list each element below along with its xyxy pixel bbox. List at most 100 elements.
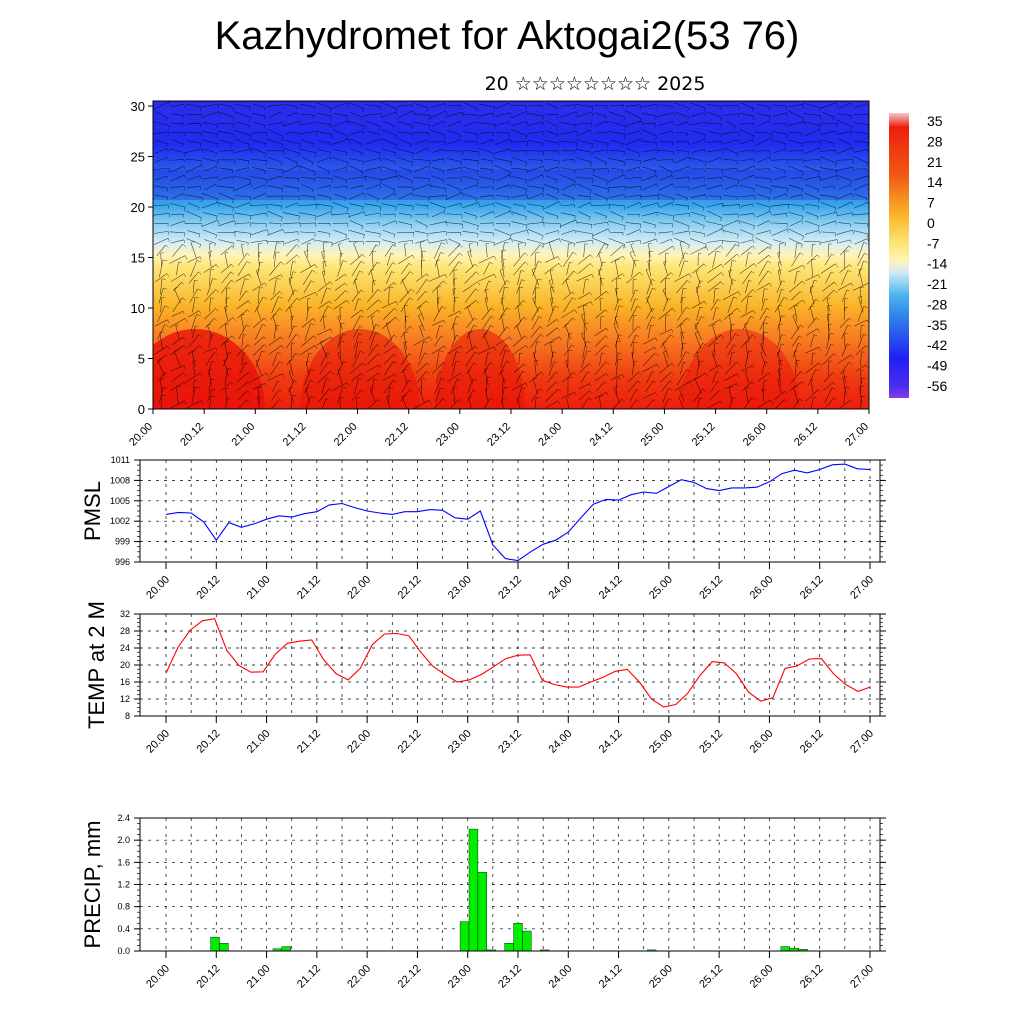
wind-barb	[836, 212, 853, 217]
wind-barb	[559, 111, 577, 118]
wind-barb-flag	[199, 244, 202, 249]
wind-barb-flag	[371, 315, 375, 317]
wind-barb	[453, 279, 455, 295]
wind-barb	[511, 157, 527, 163]
wind-barb-flag	[377, 289, 382, 293]
wind-barb	[563, 291, 573, 300]
wind-barb	[725, 333, 736, 349]
wind-barb	[674, 111, 689, 118]
precip-bar	[522, 930, 532, 952]
wind-barb	[304, 369, 311, 386]
wind-barb	[251, 147, 267, 154]
wind-barb-flag	[858, 295, 863, 298]
wind-barb-flag	[654, 224, 656, 229]
wind-barb	[838, 184, 851, 190]
wind-barb-flag	[550, 297, 554, 299]
wind-barb	[530, 388, 541, 403]
wind-barb-flag	[704, 107, 706, 112]
wind-barb	[755, 137, 772, 146]
wind-barb	[545, 211, 559, 217]
wind-barb	[285, 244, 297, 257]
wind-barb-flag	[717, 299, 721, 302]
wind-barb-flag	[687, 108, 689, 112]
wind-barb-flag	[668, 388, 672, 390]
wind-barb-flag	[452, 288, 457, 290]
wind-barb-flag	[358, 298, 362, 301]
wind-barb-flag	[408, 379, 413, 383]
wind-barb	[172, 297, 183, 313]
wind-barb-flag	[403, 368, 407, 371]
wind-barb-flag	[705, 246, 709, 251]
wind-barb	[268, 203, 282, 207]
wind-barb-flag	[232, 243, 235, 248]
wind-barb	[366, 299, 379, 311]
wind-barb-flag	[412, 152, 414, 158]
wind-barb	[498, 326, 507, 338]
wind-barb-flag	[330, 157, 332, 161]
wind-barb-flag	[314, 152, 317, 158]
wind-barb-flag	[326, 287, 331, 290]
wind-barb-flag	[296, 297, 301, 302]
wind-barb	[285, 131, 298, 134]
wind-barb	[610, 167, 624, 171]
wind-barb	[674, 176, 689, 180]
wind-barb-flag	[379, 167, 382, 172]
wind-barb	[838, 399, 851, 409]
wind-barb-flag	[555, 198, 558, 202]
wind-barb-flag	[198, 334, 203, 338]
wind-barb-flag	[539, 388, 544, 392]
wind-barb-flag	[524, 243, 527, 247]
wind-barb-flag	[419, 325, 423, 327]
wind-barb	[819, 167, 837, 171]
wind-barb	[301, 184, 314, 190]
wind-barb	[218, 122, 234, 125]
wind-barb	[338, 244, 343, 257]
wind-barb	[696, 307, 700, 321]
x-tick-label: 22.00	[345, 728, 373, 756]
wind-barb-flag	[223, 358, 228, 361]
wind-barb-flag	[858, 268, 863, 270]
wind-barb	[852, 282, 869, 291]
wind-barb	[412, 113, 431, 116]
wind-barb	[367, 399, 379, 409]
wind-barb-flag	[509, 172, 512, 177]
wind-barb	[449, 261, 459, 276]
wind-barb-flag	[403, 341, 408, 343]
wind-barb	[658, 104, 673, 107]
wind-barb	[807, 317, 817, 329]
x-tick-label: 20.00	[144, 728, 172, 756]
wind-barb-flag	[635, 389, 639, 392]
wind-barb	[254, 324, 263, 340]
wind-barb-flag	[298, 165, 302, 170]
wind-barb-flag	[248, 273, 252, 278]
wind-barb	[708, 131, 721, 135]
wind-barb-flag	[694, 331, 700, 334]
wind-barb	[319, 306, 328, 322]
wind-barb-flag	[753, 188, 755, 193]
wind-barb	[337, 316, 343, 330]
wind-barb	[819, 239, 838, 244]
wind-barb	[353, 333, 360, 349]
wind-barb	[160, 278, 163, 295]
wind-barb	[186, 372, 201, 382]
wind-barb-flag	[443, 149, 445, 153]
wind-barb	[337, 370, 343, 385]
wind-barb-flag	[733, 296, 738, 299]
wind-barb	[803, 103, 821, 109]
wind-barb	[657, 193, 675, 199]
wind-barb-flag	[848, 144, 851, 148]
wind-barb-flag	[313, 122, 316, 126]
wind-barb-flag	[520, 270, 525, 272]
wind-barb	[318, 388, 330, 403]
wind-barb-flag	[297, 239, 300, 243]
wind-barb-flag	[802, 280, 806, 285]
wind-barb-flag	[281, 188, 284, 193]
wind-barb	[445, 213, 463, 215]
wind-barb-flag	[753, 175, 756, 179]
wind-barb	[431, 280, 444, 293]
wind-barb-flag	[393, 379, 397, 383]
wind-barb	[447, 139, 461, 145]
wind-barb	[608, 238, 626, 245]
wind-barb-flag	[460, 372, 464, 377]
precip-bar	[281, 946, 291, 952]
